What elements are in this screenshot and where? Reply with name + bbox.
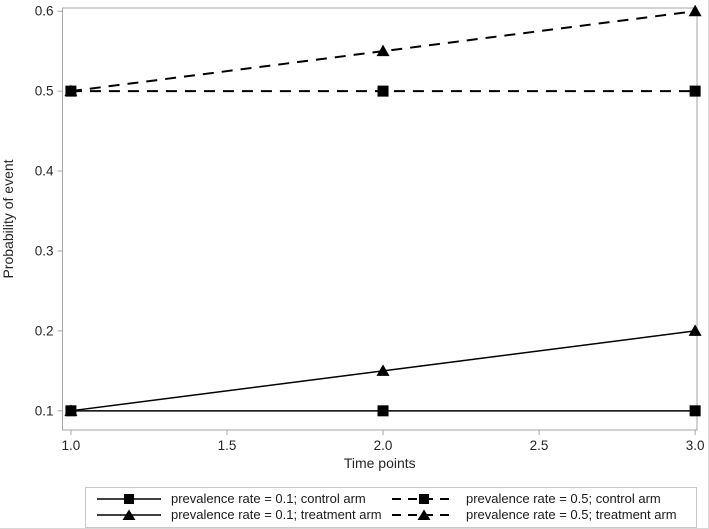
legend-label: prevalence rate = 0.5; control arm bbox=[466, 491, 661, 506]
legend-item: prevalence rate = 0.5; control arm bbox=[391, 491, 696, 507]
x-tick-label: 1.5 bbox=[218, 438, 237, 453]
y-tick-label: 0.1 bbox=[35, 403, 54, 418]
legend-swatch-dashed-triangle-icon bbox=[392, 509, 456, 520]
legend-swatch-solid-triangle-icon bbox=[97, 509, 161, 520]
marker-square-prev01-control bbox=[377, 405, 389, 417]
y-tick-label: 0.6 bbox=[35, 4, 54, 19]
x-tick-label: 1.0 bbox=[62, 438, 81, 453]
marker-square-prev05-control bbox=[377, 85, 389, 97]
y-tick-label: 0.2 bbox=[35, 323, 54, 338]
marker-triangle-prev01-treatment bbox=[688, 324, 702, 336]
marker-triangle-prev01-treatment bbox=[376, 364, 390, 376]
legend-swatch-dashed-square-icon bbox=[392, 494, 456, 504]
y-tick-label: 0.5 bbox=[35, 84, 54, 99]
x-axis-label: Time points bbox=[344, 455, 416, 471]
y-tick-label: 0.3 bbox=[35, 243, 54, 258]
plot-frame bbox=[62, 7, 698, 431]
legend-item: prevalence rate = 0.5; treatment arm bbox=[391, 507, 696, 523]
marker-triangle-prev05-treatment bbox=[376, 44, 390, 57]
marker-square-prev05-control bbox=[689, 85, 701, 97]
legend-label: prevalence rate = 0.1; control arm bbox=[171, 491, 366, 506]
legend-grid: prevalence rate = 0.1; control arm preval… bbox=[96, 491, 696, 523]
y-axis-label: Probability of event bbox=[0, 159, 16, 278]
x-tick-label: 2.0 bbox=[374, 438, 393, 453]
line-chart: 1.0 1.5 2.0 2.5 3.0 0.1 0.2 0.3 0.4 0.5 0.6 Time p… bbox=[0, 4, 705, 471]
legend: prevalence rate = 0.1; control arm preval… bbox=[85, 487, 697, 528]
x-tick-label: 3.0 bbox=[686, 438, 705, 453]
plot-area: 1.0 1.5 2.0 2.5 3.0 0.1 0.2 0.3 0.4 0.5 0.6 bbox=[35, 4, 705, 453]
marker-triangle-prev05-treatment bbox=[688, 4, 702, 17]
legend-swatch-solid-square-icon bbox=[97, 494, 161, 504]
legend-item: prevalence rate = 0.1; control arm bbox=[96, 491, 391, 507]
y-tick-label: 0.4 bbox=[35, 164, 54, 179]
marker-square-prev05-control bbox=[65, 85, 77, 97]
legend-label: prevalence rate = 0.5; treatment arm bbox=[466, 507, 677, 522]
legend-item: prevalence rate = 0.1; treatment arm bbox=[96, 507, 391, 523]
marker-square-prev01-control bbox=[689, 405, 701, 417]
marker-square-prev01-control bbox=[65, 405, 77, 417]
legend-label: prevalence rate = 0.1; treatment arm bbox=[171, 507, 382, 522]
x-tick-label: 2.5 bbox=[530, 438, 549, 453]
